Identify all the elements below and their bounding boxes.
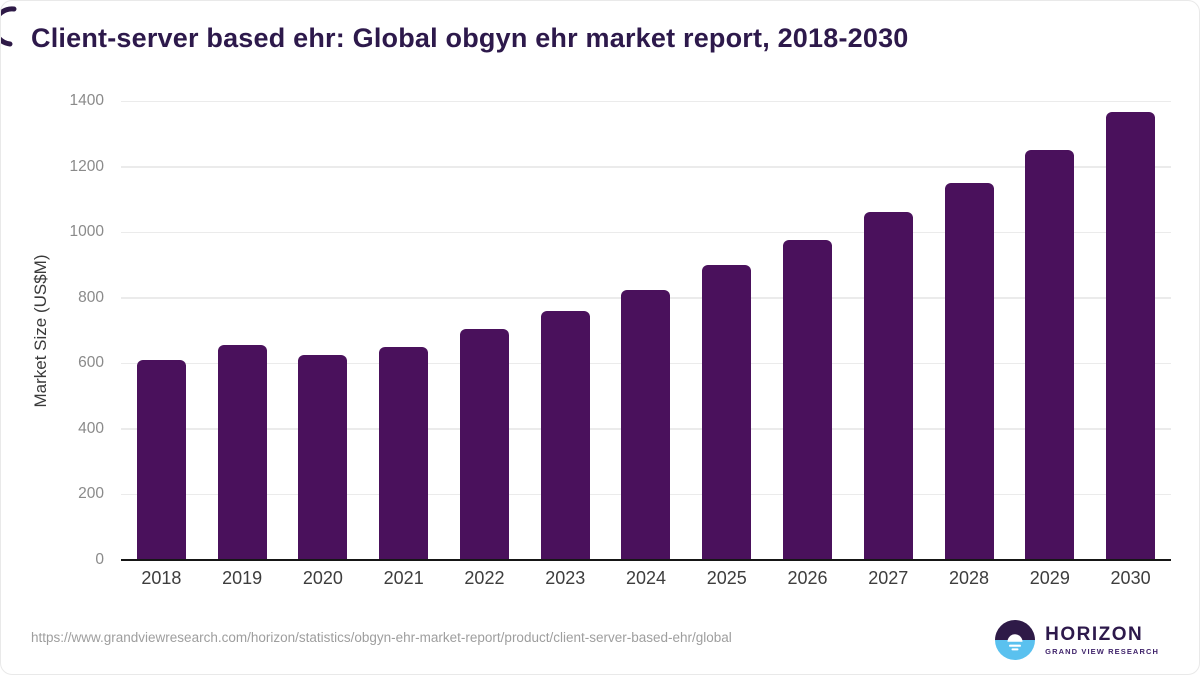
bar-slot-2021	[363, 101, 444, 560]
x-tick-label-2025: 2025	[706, 568, 747, 588]
chart-title: Client-server based ehr: Global obgyn eh…	[31, 23, 909, 53]
bar-2026[interactable]	[783, 240, 832, 560]
plot-area	[121, 100, 1171, 561]
y-tick-label-1200: 1200	[69, 157, 104, 175]
bar-2019[interactable]	[217, 345, 267, 560]
bar-series	[121, 101, 1171, 560]
x-axis-tick-labels: 2018 2019 2020 2021 2022 2023 2024 2025 2026 2027…	[121, 568, 1171, 589]
y-axis-tick-labels: 0 200 400 600 800 1000 1200 1400	[1, 92, 104, 568]
bar-slot-2027	[848, 101, 929, 560]
x-tick-label-2028: 2028	[949, 568, 990, 588]
bar-2024[interactable]	[621, 289, 671, 560]
gridline-1400	[121, 100, 1171, 102]
x-tick-label-2027: 2027	[868, 568, 909, 588]
x-tick-label-2026: 2026	[787, 568, 828, 588]
horizon-logo[interactable]: HORIZON GRAND VIEW RESEARCH	[995, 620, 1159, 660]
bar-2028[interactable]	[944, 182, 994, 560]
x-tick-label-2019: 2019	[222, 568, 263, 588]
logo-subtitle: GRAND VIEW RESEARCH	[1045, 647, 1159, 656]
bar-slot-2018	[121, 101, 202, 560]
y-tick-label-1000: 1000	[69, 223, 104, 241]
y-tick-label-1400: 1400	[69, 92, 104, 109]
logo-text: HORIZON GRAND VIEW RESEARCH	[1045, 624, 1159, 656]
bar-slot-2025	[686, 101, 767, 560]
x-tick-label-2021: 2021	[383, 568, 424, 588]
source-url: https://www.grandviewresearch.com/horizo…	[31, 630, 732, 645]
y-tick-label-600: 600	[78, 354, 104, 372]
bar-slot-2023	[525, 101, 606, 560]
gridline-1000	[121, 231, 1171, 234]
bar-slot-2022	[444, 101, 525, 560]
x-tick-label-2022: 2022	[464, 568, 505, 588]
bar-2029[interactable]	[1025, 150, 1075, 560]
y-tick-label-200: 200	[78, 485, 104, 503]
bar-slot-2030	[1090, 101, 1171, 560]
bar-2030[interactable]	[1106, 112, 1156, 560]
y-tick-label-0: 0	[95, 551, 104, 568]
bar-slot-2019	[202, 101, 283, 560]
logo-wordmark: HORIZON	[1045, 624, 1144, 645]
bar-slot-2028	[929, 101, 1010, 560]
bar-slot-2020	[283, 101, 364, 560]
bar-slot-2024	[606, 101, 687, 560]
bar-2022[interactable]	[459, 328, 509, 560]
y-tick-label-800: 800	[78, 288, 104, 306]
x-tick-label-2029: 2029	[1029, 568, 1070, 588]
bar-2023[interactable]	[540, 310, 590, 560]
x-tick-label-2024: 2024	[625, 568, 666, 588]
bar-2021[interactable]	[379, 346, 429, 560]
y-tick-label-400: 400	[78, 419, 104, 437]
x-tick-label-2020: 2020	[302, 568, 343, 588]
x-tick-label-2023: 2023	[545, 568, 586, 588]
bar-slot-2026	[767, 101, 848, 560]
gridline-1200	[121, 166, 1171, 168]
bar-slot-2029	[1009, 101, 1090, 560]
bar-2025[interactable]	[702, 264, 752, 560]
bar-2018[interactable]	[136, 360, 186, 560]
bar-2027[interactable]	[863, 212, 913, 560]
x-tick-label-2018: 2018	[141, 568, 182, 588]
x-tick-label-2030: 2030	[1110, 568, 1151, 588]
x-axis-line	[121, 559, 1171, 561]
bar-2020[interactable]	[298, 355, 348, 560]
horizon-sun-circle-icon	[995, 620, 1036, 660]
